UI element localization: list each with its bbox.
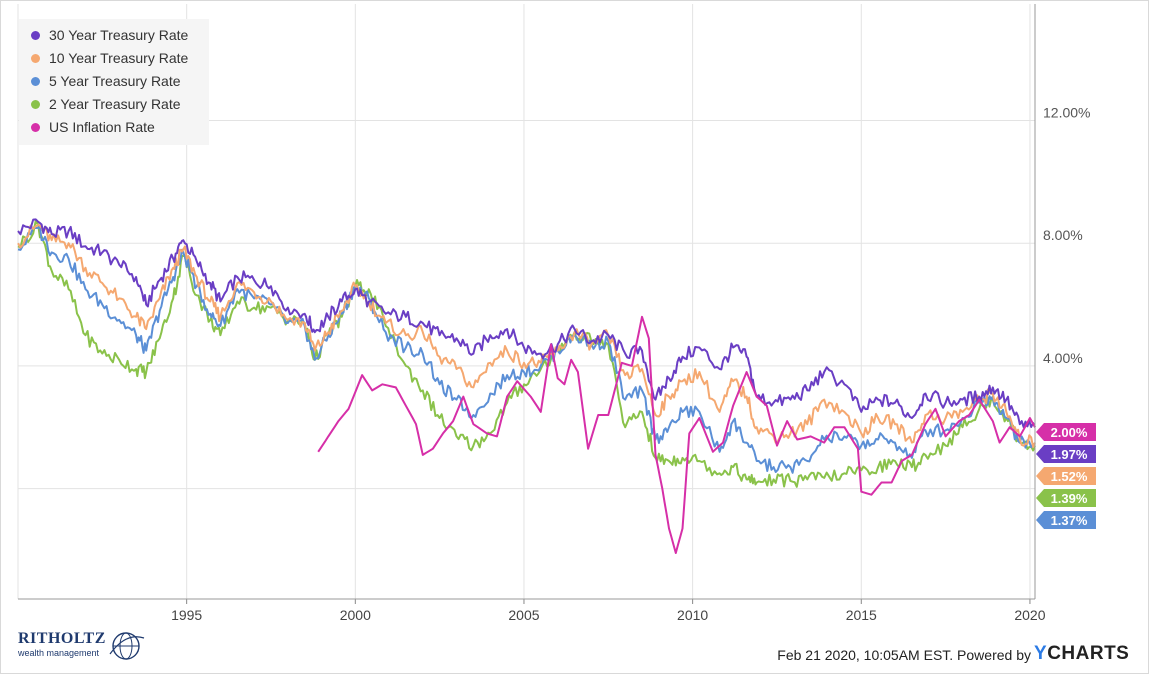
x-tick-label-3: 2010 <box>677 607 708 623</box>
end-label-text-1: 1.97% <box>1051 447 1088 462</box>
legend-dot-icon <box>31 99 40 109</box>
legend-label: 30 Year Treasury Rate <box>49 27 189 43</box>
x-tick-label-5: 2020 <box>1014 607 1045 623</box>
x-tick-label-0: 1995 <box>171 607 202 623</box>
legend-label: US Inflation Rate <box>49 119 155 135</box>
logo-name: RITHOLTZ <box>18 630 106 647</box>
end-label-1: 1.97% <box>1036 445 1096 463</box>
y-tick-label-2: 12.00% <box>1043 105 1090 121</box>
footer-timestamp: Feb 21 2020, 10:05AM EST. Powered by <box>777 647 1031 663</box>
legend-dot-icon <box>31 76 40 86</box>
chart-legend: 30 Year Treasury Rate 10 Year Treasury Ra… <box>19 19 209 145</box>
ritholtz-logo: RITHOLTZ wealth management <box>18 630 148 666</box>
x-tick-label-1: 2000 <box>340 607 371 623</box>
end-label-text-3: 1.39% <box>1051 491 1088 506</box>
end-label-0: 2.00% <box>1036 423 1096 441</box>
end-label-tag-1 <box>1036 445 1096 463</box>
legend-item-0[interactable]: 30 Year Treasury Rate <box>31 25 188 45</box>
legend-dot-icon <box>31 122 40 132</box>
end-value-labels: 2.00% 1.97% 1.52% 1.39% 1.37% <box>1036 423 1096 529</box>
x-tick-label-4: 2015 <box>846 607 877 623</box>
legend-item-4[interactable]: US Inflation Rate <box>31 117 155 137</box>
end-label-4: 1.37% <box>1036 511 1096 529</box>
legend-label: 2 Year Treasury Rate <box>49 96 181 112</box>
end-label-tag-0 <box>1036 423 1096 441</box>
legend-label: 10 Year Treasury Rate <box>49 50 189 66</box>
series-lines <box>17 218 1036 554</box>
tick-labels: 1995 2000 2005 2010 2015 2020 4.00% 8.00% 12.00% <box>171 105 1090 623</box>
end-label-text-2: 1.52% <box>1051 469 1088 484</box>
legend-item-2[interactable]: 5 Year Treasury Rate <box>31 71 181 91</box>
end-label-tag-2 <box>1036 467 1096 485</box>
ycharts-logo: YCHARTS <box>1034 643 1129 665</box>
end-label-tag-3 <box>1036 489 1096 507</box>
axes <box>18 4 1036 604</box>
ycharts-text: CHARTS <box>1047 643 1130 664</box>
legend-label: 5 Year Treasury Rate <box>49 73 181 89</box>
ycharts-y: Y <box>1034 643 1048 664</box>
end-label-text-0: 2.00% <box>1051 425 1088 440</box>
end-label-tag-4 <box>1036 511 1096 529</box>
globe-icon <box>109 632 145 660</box>
legend-dot-icon <box>31 30 40 40</box>
x-tick-label-2: 2005 <box>508 607 539 623</box>
end-label-2: 1.52% <box>1036 467 1096 485</box>
legend-item-1[interactable]: 10 Year Treasury Rate <box>31 48 188 68</box>
legend-item-3[interactable]: 2 Year Treasury Rate <box>31 94 181 114</box>
series-line-us-inflation-rate <box>317 315 1036 554</box>
series-line-10-year-treasury-rate <box>17 223 1036 448</box>
series-line-30-year-treasury-rate <box>17 218 1036 429</box>
end-label-text-4: 1.37% <box>1051 513 1088 528</box>
y-tick-label-0: 4.00% <box>1043 350 1083 366</box>
logo-subtitle: wealth management <box>18 648 100 658</box>
legend-dot-icon <box>31 53 40 63</box>
y-tick-label-1: 8.00% <box>1043 227 1083 243</box>
end-label-3: 1.39% <box>1036 489 1096 507</box>
